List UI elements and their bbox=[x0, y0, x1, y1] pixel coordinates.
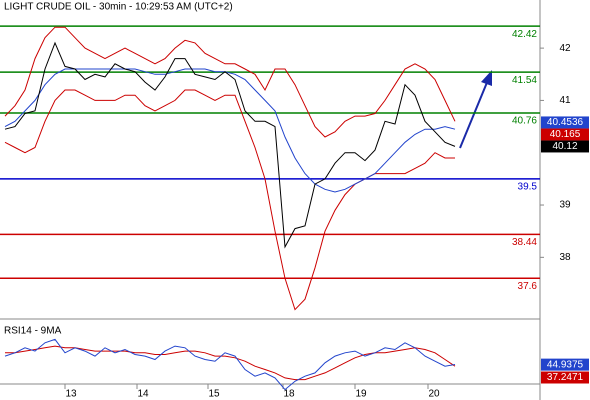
level-label: 42.42 bbox=[512, 29, 537, 40]
last-value-box bbox=[541, 128, 589, 141]
y-tick-label: 41 bbox=[559, 95, 571, 106]
x-tick-label: 13 bbox=[65, 389, 77, 400]
series-line bbox=[4, 338, 456, 391]
series-line bbox=[4, 41, 456, 249]
level-label: 37.6 bbox=[518, 281, 538, 292]
forecast-arrow bbox=[459, 70, 492, 149]
x-tick-label: 19 bbox=[355, 389, 367, 400]
x-tick-label: 15 bbox=[208, 389, 220, 400]
last-value-label: 40.12 bbox=[552, 141, 577, 152]
series-line bbox=[4, 89, 455, 311]
last-value-label: 44.9375 bbox=[547, 359, 584, 370]
last-value-box bbox=[541, 140, 589, 153]
level-label: 40.76 bbox=[512, 116, 537, 127]
chart-title: LIGHT CRUDE OIL - 30min - 10:29:53 AM (U… bbox=[4, 2, 233, 13]
y-tick-label: 38 bbox=[559, 252, 571, 263]
last-value-box bbox=[541, 116, 589, 129]
level-label: 38.44 bbox=[512, 237, 537, 248]
last-value-box bbox=[541, 358, 589, 371]
last-value-label: 40.165 bbox=[550, 129, 581, 140]
y-tick-label: 42 bbox=[559, 43, 571, 54]
series-line bbox=[5, 345, 456, 381]
x-tick-label: 20 bbox=[428, 389, 440, 400]
last-value-box bbox=[541, 371, 589, 384]
last-value-label: 40.4536 bbox=[547, 117, 584, 128]
x-tick-label: 18 bbox=[283, 389, 295, 400]
last-value-label: 37.2471 bbox=[547, 372, 584, 383]
level-label: 39.5 bbox=[518, 182, 538, 193]
level-label: 41.54 bbox=[512, 75, 537, 86]
rsi-title: RSI14 - 9MA bbox=[4, 326, 62, 337]
series-line bbox=[4, 26, 456, 138]
series-line bbox=[4, 68, 456, 193]
y-tick-label: 39 bbox=[559, 200, 571, 211]
x-tick-label: 14 bbox=[137, 389, 149, 400]
